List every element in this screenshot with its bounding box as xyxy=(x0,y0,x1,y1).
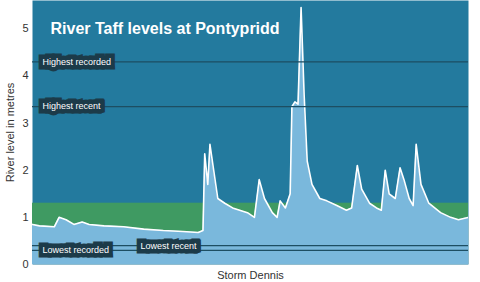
svg-text:Highest recorded: Highest recorded xyxy=(43,57,112,67)
svg-text:River level in metres: River level in metres xyxy=(4,82,16,182)
svg-text:River Taff levels at Pontyprid: River Taff levels at Pontypridd xyxy=(51,20,280,37)
svg-text:5: 5 xyxy=(22,22,28,34)
svg-text:0: 0 xyxy=(22,258,28,270)
svg-text:2: 2 xyxy=(22,164,28,176)
svg-text:4: 4 xyxy=(22,69,28,81)
svg-text:Storm Dennis: Storm Dennis xyxy=(217,269,284,281)
svg-text:Highest recent: Highest recent xyxy=(43,101,102,111)
svg-text:1: 1 xyxy=(22,211,28,223)
svg-text:3: 3 xyxy=(22,117,28,129)
svg-text:Lowest recent: Lowest recent xyxy=(141,241,198,251)
svg-text:Lowest recorded: Lowest recorded xyxy=(43,245,110,255)
